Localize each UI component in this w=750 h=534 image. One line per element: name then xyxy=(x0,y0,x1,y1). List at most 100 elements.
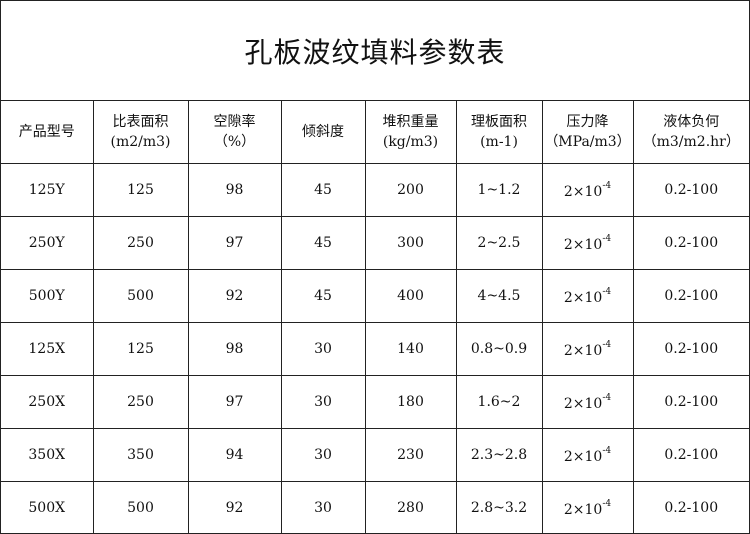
cell-plate: 2~2.5 xyxy=(455,216,543,270)
cell-model: 125X xyxy=(1,322,94,376)
cell-weight: 280 xyxy=(364,481,457,534)
header-unit: （MPa/m3） xyxy=(544,134,631,150)
header-label: 产品型号 xyxy=(18,124,75,140)
cell-plate: 2.8~3.2 xyxy=(455,481,543,534)
cell-model: 250X xyxy=(1,375,94,429)
cell-model: 125Y xyxy=(1,163,94,217)
table-row: 500Y 500 92 45 400 4~4.5 2×10-4 0.2-100 xyxy=(1,269,749,323)
cell-load: 0.2-100 xyxy=(632,322,749,376)
cell-weight: 140 xyxy=(364,322,457,376)
column-header: 堆积重量 (kg/m3) xyxy=(364,101,457,164)
header-label: 比表面积 xyxy=(112,114,169,130)
cell-pd: 2×10-4 xyxy=(541,481,634,534)
header-label: 压力降 xyxy=(566,114,609,130)
cell-tilt: 45 xyxy=(280,269,366,323)
cell-void: 92 xyxy=(187,269,282,323)
column-header: 比表面积 (m2/m3) xyxy=(92,101,189,164)
cell-plate: 1~1.2 xyxy=(455,163,543,217)
cell-weight: 400 xyxy=(364,269,457,323)
table-row: 250X 250 97 30 180 1.6~2 2×10-4 0.2-100 xyxy=(1,375,749,429)
cell-void: 98 xyxy=(187,163,282,217)
cell-model: 250Y xyxy=(1,216,94,270)
cell-model: 500X xyxy=(1,481,94,534)
header-label: 液体负何 xyxy=(663,114,720,130)
pressure-drop-base: 2×10 xyxy=(563,183,603,200)
cell-area: 500 xyxy=(92,269,189,323)
pressure-drop-base: 2×10 xyxy=(563,448,603,465)
pressure-drop-base: 2×10 xyxy=(563,236,603,253)
cell-load: 0.2-100 xyxy=(632,269,749,323)
cell-area: 350 xyxy=(92,428,189,482)
cell-area: 250 xyxy=(92,375,189,429)
pressure-drop-exponent: -4 xyxy=(602,339,612,350)
table-row: 125Y 125 98 45 200 1~1.2 2×10-4 0.2-100 xyxy=(1,163,749,217)
cell-tilt: 30 xyxy=(280,428,366,482)
table-row: 500X 500 92 30 280 2.8~3.2 2×10-4 0.2-100 xyxy=(1,481,749,534)
table-title: 孔板波纹填料参数表 xyxy=(1,1,749,101)
cell-model: 350X xyxy=(1,428,94,482)
column-header: 产品型号 xyxy=(1,101,94,164)
cell-model: 500Y xyxy=(1,269,94,323)
pressure-drop-base: 2×10 xyxy=(563,289,603,306)
cell-void: 97 xyxy=(187,375,282,429)
cell-load: 0.2-100 xyxy=(632,216,749,270)
cell-load: 0.2-100 xyxy=(632,428,749,482)
cell-void: 94 xyxy=(187,428,282,482)
column-header: 倾斜度 xyxy=(280,101,366,164)
header-row: 产品型号 比表面积 (m2/m3) 空隙率 （%） 倾斜度 堆积重量 (kg/m3) 理板面积 (… xyxy=(1,101,749,164)
cell-plate: 1.6~2 xyxy=(455,375,543,429)
header-unit: (m2/m3) xyxy=(110,134,171,150)
cell-tilt: 30 xyxy=(280,375,366,429)
cell-pd: 2×10-4 xyxy=(541,322,634,376)
pressure-drop-base: 2×10 xyxy=(563,501,603,518)
cell-tilt: 45 xyxy=(280,163,366,217)
pressure-drop-base: 2×10 xyxy=(563,342,603,359)
cell-load: 0.2-100 xyxy=(632,481,749,534)
cell-pd: 2×10-4 xyxy=(541,163,634,217)
pressure-drop-base: 2×10 xyxy=(563,395,603,412)
column-header: 液体负何 （m3/m2.hr） xyxy=(632,101,749,164)
cell-pd: 2×10-4 xyxy=(541,375,634,429)
table-row: 350X 350 94 30 230 2.3~2.8 2×10-4 0.2-100 xyxy=(1,428,749,482)
cell-area: 250 xyxy=(92,216,189,270)
cell-plate: 0.8~0.9 xyxy=(455,322,543,376)
header-label: 堆积重量 xyxy=(382,114,439,130)
cell-void: 98 xyxy=(187,322,282,376)
pressure-drop-exponent: -4 xyxy=(602,445,612,456)
cell-void: 97 xyxy=(187,216,282,270)
parameter-table: 产品型号 比表面积 (m2/m3) 空隙率 （%） 倾斜度 堆积重量 (kg/m3) 理板面积 (… xyxy=(1,101,749,534)
header-unit: (m-1) xyxy=(480,134,518,150)
header-label: 倾斜度 xyxy=(302,124,344,140)
header-unit: （m3/m2.hr） xyxy=(642,134,740,150)
cell-weight: 300 xyxy=(364,216,457,270)
cell-area: 125 xyxy=(92,322,189,376)
pressure-drop-exponent: -4 xyxy=(602,286,612,297)
cell-tilt: 30 xyxy=(280,322,366,376)
header-label: 理板面积 xyxy=(471,114,527,130)
cell-tilt: 45 xyxy=(280,216,366,270)
cell-pd: 2×10-4 xyxy=(541,428,634,482)
cell-area: 500 xyxy=(92,481,189,534)
column-header: 理板面积 (m-1) xyxy=(455,101,543,164)
pressure-drop-exponent: -4 xyxy=(602,233,612,244)
column-header: 压力降 （MPa/m3） xyxy=(541,101,634,164)
cell-pd: 2×10-4 xyxy=(541,216,634,270)
header-label: 空隙率 xyxy=(213,114,256,130)
header-unit: (kg/m3) xyxy=(382,134,439,150)
pressure-drop-exponent: -4 xyxy=(602,180,612,191)
cell-load: 0.2-100 xyxy=(632,375,749,429)
cell-tilt: 30 xyxy=(280,481,366,534)
cell-weight: 230 xyxy=(364,428,457,482)
cell-weight: 200 xyxy=(364,163,457,217)
pressure-drop-exponent: -4 xyxy=(602,498,612,509)
pressure-drop-exponent: -4 xyxy=(602,392,612,403)
cell-area: 125 xyxy=(92,163,189,217)
header-unit: （%） xyxy=(213,134,256,150)
cell-pd: 2×10-4 xyxy=(541,269,634,323)
cell-weight: 180 xyxy=(364,375,457,429)
cell-load: 0.2-100 xyxy=(632,163,749,217)
table-row: 250Y 250 97 45 300 2~2.5 2×10-4 0.2-100 xyxy=(1,216,749,270)
cell-plate: 4~4.5 xyxy=(455,269,543,323)
table-row: 125X 125 98 30 140 0.8~0.9 2×10-4 0.2-100 xyxy=(1,322,749,376)
